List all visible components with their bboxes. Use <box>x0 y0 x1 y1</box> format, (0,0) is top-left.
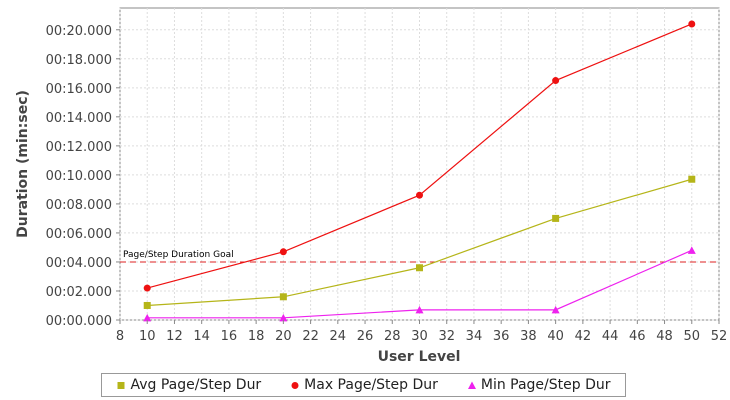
legend-item: Max Page/Step Dur <box>290 377 438 393</box>
y-axis-label: Duration (min:sec) <box>15 90 31 238</box>
x-tick-labels: 8 10 12 14 16 18 20 22 24 26 28 30 32 34 36 38 40 42 44 46 4… <box>116 320 727 344</box>
data-point <box>279 248 287 256</box>
x-tick-label: 34 <box>466 329 483 344</box>
y-tick-label: 00:10.000 <box>46 169 112 184</box>
y-tick-label: 00:16.000 <box>46 82 112 97</box>
y-tick-label: 00:20.000 <box>46 24 112 39</box>
data-point <box>279 313 288 322</box>
x-tick-label: 52 <box>711 329 728 344</box>
x-tick-label: 42 <box>575 329 592 344</box>
x-tick-label: 36 <box>493 329 510 344</box>
data-point <box>143 313 152 322</box>
series-circle <box>143 20 696 292</box>
x-tick-label: 20 <box>275 329 292 344</box>
legend: Avg Page/Step Dur Max Page/Step Dur Min Pa… <box>101 373 626 397</box>
x-tick-label: 48 <box>656 329 673 344</box>
x-tick-label: 18 <box>248 329 265 344</box>
x-tick-label: 26 <box>357 329 374 344</box>
x-tick-label: 30 <box>411 329 428 344</box>
x-tick-label: 28 <box>384 329 401 344</box>
annotations: Page/Step Duration Goal <box>120 250 719 263</box>
x-tick-label: 12 <box>166 329 183 344</box>
x-tick-label: 8 <box>116 329 124 344</box>
data-point <box>143 284 151 292</box>
x-tick-label: 50 <box>683 329 700 344</box>
legend-item: Avg Page/Step Dur <box>116 377 261 393</box>
legend-marker <box>117 382 125 389</box>
x-tick-label: 38 <box>520 329 537 344</box>
series-triangle <box>143 246 696 322</box>
x-axis-label: User Level <box>378 349 461 365</box>
data-point <box>688 175 696 183</box>
chart: Page/Step Duration Goal 8 10 12 14 16 18 20 22 2… <box>15 7 727 365</box>
x-tick-label: 46 <box>629 329 646 344</box>
y-tick-label: 00:12.000 <box>46 140 112 155</box>
data-point <box>552 214 560 222</box>
y-tick-label: 00:00.000 <box>46 314 112 329</box>
grid <box>119 8 720 321</box>
y-tick-label: 00:14.000 <box>46 111 112 126</box>
data-point <box>687 246 696 254</box>
legend-label: Max Page/Step Dur <box>304 377 438 393</box>
legend-marker-icon <box>117 382 125 389</box>
legend-marker <box>291 382 299 389</box>
legend-label: Avg Page/Step Dur <box>130 377 262 393</box>
y-tick-label: 00:02.000 <box>46 285 112 300</box>
x-tick-label: 24 <box>330 329 347 344</box>
data-point <box>416 264 423 272</box>
data-point <box>551 305 560 314</box>
data-point <box>279 293 287 301</box>
x-tick-label: 44 <box>602 329 619 344</box>
series-square <box>143 175 696 309</box>
legend-label: Min Page/Step Dur <box>480 377 611 393</box>
y-tick-label: 00:04.000 <box>46 256 112 271</box>
data-point <box>688 20 696 28</box>
goal-line-label: Page/Step Duration Goal <box>123 250 234 260</box>
x-tick-label: 10 <box>139 329 156 344</box>
y-tick-labels: 00:00.000 00:02.000 00:04.000 00:06.000 00:0… <box>46 24 120 329</box>
y-tick-label: 00:06.000 <box>46 227 112 242</box>
x-tick-label: 32 <box>438 329 455 344</box>
legend-marker-icon <box>467 381 476 389</box>
series-layer <box>143 20 696 322</box>
x-tick-label: 14 <box>193 329 210 344</box>
legend-marker-icon <box>291 382 299 389</box>
data-point <box>143 301 151 309</box>
x-tick-label: 40 <box>547 329 564 344</box>
y-tick-label: 00:18.000 <box>46 53 112 68</box>
x-tick-label: 22 <box>302 329 319 344</box>
x-tick-label: 16 <box>221 329 238 344</box>
legend-marker <box>467 381 476 389</box>
data-point <box>416 191 423 199</box>
data-point <box>552 77 560 85</box>
data-point <box>415 305 424 314</box>
y-tick-label: 00:08.000 <box>46 198 112 213</box>
legend-item: Min Page/Step Dur <box>467 377 611 393</box>
